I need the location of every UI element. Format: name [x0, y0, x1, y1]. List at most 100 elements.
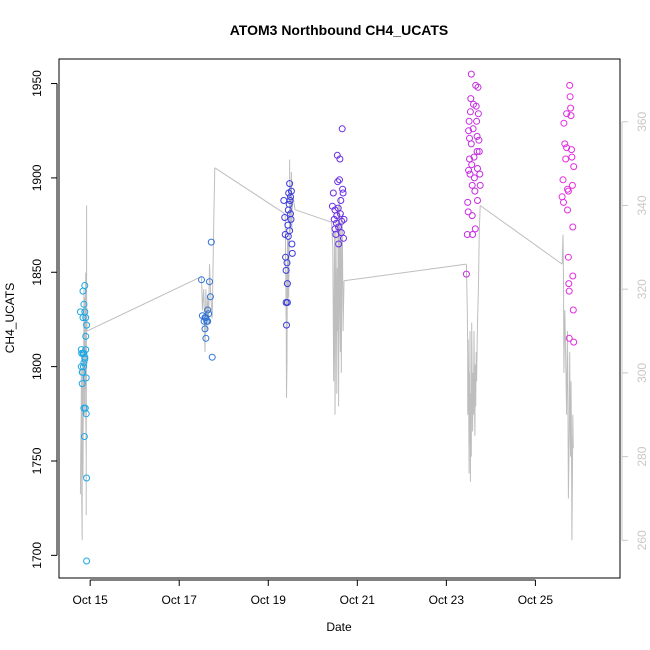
x-tick-label: Oct 25 — [518, 593, 554, 607]
data-point — [80, 300, 88, 308]
data-point — [464, 208, 472, 216]
trace-segment — [465, 205, 481, 482]
trace-segment — [561, 234, 574, 541]
data-point — [467, 95, 475, 103]
data-point — [339, 185, 347, 193]
data-point — [468, 161, 476, 169]
data-point — [204, 306, 212, 314]
data-point — [281, 214, 289, 221]
chart-title: ATOM3 Northbound CH4_UCATS — [230, 22, 449, 38]
data-point — [473, 117, 481, 125]
data-point — [569, 223, 577, 231]
y2-tick-label: 300 — [635, 363, 649, 383]
data-point — [564, 253, 572, 261]
data-point — [567, 104, 575, 112]
data-point — [79, 368, 87, 376]
data-point — [476, 181, 484, 189]
data-point — [568, 153, 576, 161]
data-point — [207, 238, 215, 246]
y2-tick-label: 260 — [635, 530, 649, 550]
data-point — [337, 197, 345, 204]
data-point — [283, 280, 291, 288]
data-point — [288, 249, 296, 257]
data-point — [208, 353, 216, 361]
data-point — [475, 148, 483, 155]
x-tick-label: Oct 17 — [162, 593, 198, 607]
data-point — [206, 293, 214, 301]
data-point — [82, 332, 90, 340]
data-point — [467, 70, 475, 78]
data-point — [570, 338, 578, 346]
data-point — [470, 174, 478, 182]
data-point — [466, 170, 474, 178]
data-point — [559, 176, 567, 184]
data-point — [570, 163, 578, 171]
data-point — [561, 140, 569, 148]
y-axis-label: CH4_UCATS — [3, 283, 17, 353]
data-point — [285, 200, 293, 208]
data-point — [564, 206, 571, 214]
data-point — [471, 225, 479, 233]
data-point — [283, 299, 291, 306]
data-point — [468, 212, 476, 220]
data-point — [83, 474, 91, 482]
data-point — [83, 321, 91, 329]
data-point — [81, 355, 89, 363]
data-point — [82, 314, 90, 322]
data-point — [564, 187, 572, 195]
data-point — [465, 127, 473, 135]
trace-layer — [79, 159, 574, 541]
data-point — [565, 280, 573, 288]
data-point — [287, 210, 294, 218]
trace-connector — [479, 205, 563, 265]
data-point — [334, 178, 342, 186]
data-point — [567, 112, 575, 120]
y2-tick-label: 340 — [635, 195, 649, 215]
data-point — [566, 81, 574, 89]
data-point — [286, 197, 294, 204]
data-point — [465, 166, 473, 174]
x-axis-label: Date — [326, 620, 352, 634]
data-point — [287, 187, 295, 195]
data-point — [78, 380, 86, 388]
data-point — [463, 231, 471, 238]
trace-connector — [86, 276, 202, 332]
data-point — [467, 140, 475, 148]
data-point — [471, 187, 479, 195]
data-point — [286, 227, 294, 235]
x-tick-label: Oct 15 — [72, 593, 108, 607]
data-point — [569, 306, 577, 314]
data-point — [568, 146, 575, 154]
data-point — [472, 102, 480, 110]
data-point — [565, 334, 573, 342]
data-point — [81, 353, 89, 361]
data-point — [475, 136, 483, 144]
y-tick-label: 1700 — [30, 542, 44, 569]
data-point — [560, 119, 568, 127]
data-point — [286, 180, 294, 188]
data-point — [81, 282, 89, 289]
data-point — [560, 198, 567, 206]
data-point — [465, 117, 473, 125]
y2-tick-label: 360 — [635, 111, 649, 131]
axes-layer: Oct 15 Oct 17 Oct 19 Oct 21 Oct 23 Oct 25 1700… — [30, 70, 649, 607]
data-point — [569, 272, 577, 280]
data-point — [562, 155, 570, 163]
data-point — [206, 278, 213, 286]
data-point — [568, 181, 576, 189]
y-tick-label: 1900 — [30, 164, 44, 191]
plot-frame — [58, 58, 621, 579]
data-point — [339, 189, 347, 197]
data-point — [462, 270, 470, 278]
data-point — [335, 240, 343, 248]
data-point — [288, 240, 296, 248]
trace-connector — [294, 209, 332, 223]
data-point — [82, 410, 90, 418]
data-point — [82, 346, 90, 354]
y2-tick-label: 280 — [635, 446, 649, 466]
data-point — [76, 308, 84, 316]
data-point — [205, 310, 213, 318]
